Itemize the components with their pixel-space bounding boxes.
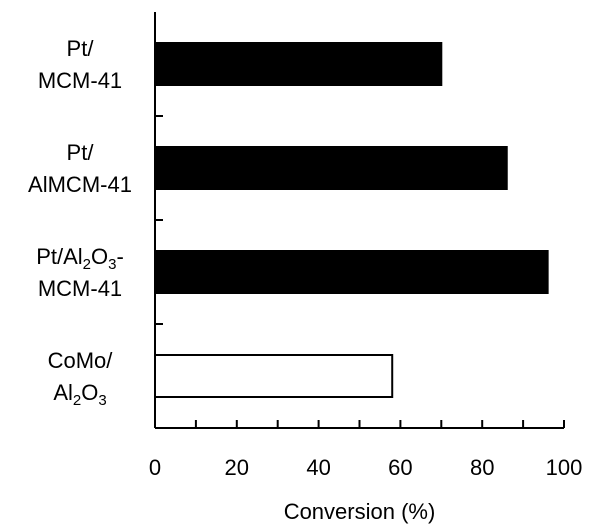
- x-tick-label-100: 100: [546, 455, 583, 480]
- x-tick-label-80: 80: [470, 455, 494, 480]
- x-axis-ticks: 0 20 40 60 80 100: [149, 420, 582, 480]
- category-label-2-line-1: Pt/: [67, 140, 95, 165]
- bar-2: [154, 146, 508, 190]
- category-labels: Pt/MCM-41 Pt/AlMCM-41 Pt/Al2O3- MCM-41 CoMo/…: [28, 36, 132, 409]
- bar-4: [154, 354, 394, 398]
- bars-layer: [154, 42, 549, 398]
- x-tick-label-40: 40: [306, 455, 330, 480]
- x-tick-label-60: 60: [388, 455, 412, 480]
- bar-1: [154, 42, 443, 86]
- category-label-1-line-2: MCM-41: [38, 68, 122, 93]
- category-label-3-line-2: MCM-41: [38, 276, 122, 301]
- bar-3: [154, 250, 549, 294]
- category-label-3-line-1: Pt/Al2O3-: [36, 244, 124, 273]
- category-label-4-line-1: CoMo/: [48, 348, 114, 373]
- category-label-4-line-2: Al2O3: [53, 380, 106, 409]
- category-label-1-line-1: Pt/: [67, 36, 95, 61]
- x-tick-label-0: 0: [149, 455, 161, 480]
- x-axis-title: Conversion (%): [284, 499, 436, 524]
- x-tick-label-20: 20: [225, 455, 249, 480]
- category-label-2-line-2: AlMCM-41: [28, 172, 132, 197]
